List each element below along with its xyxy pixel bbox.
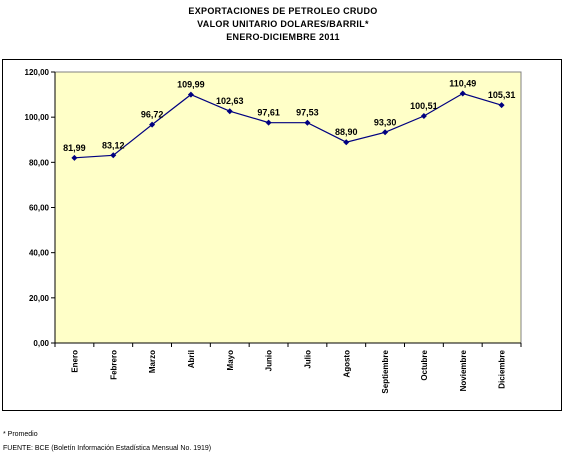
data-point — [420, 113, 427, 120]
plot-background — [54, 71, 522, 344]
x-tick-label: Enero — [70, 350, 79, 373]
data-point — [110, 152, 117, 159]
chart-title: EXPORTACIONES DE PETROLEO CRUDO VALOR UN… — [0, 5, 566, 44]
x-tick-label: Diciembre — [498, 349, 507, 388]
x-tick-label: Marzo — [148, 350, 157, 373]
data-point — [343, 139, 350, 146]
x-tick-label: Agosto — [342, 350, 351, 378]
data-labels: 81,99 83,12 96,72 109,99 102,63 97,61 97,53 88,… — [63, 78, 515, 152]
data-label: 93,30 — [374, 117, 397, 127]
series-line — [74, 92, 502, 159]
x-tick-label: Abril — [187, 350, 196, 368]
data-label: 97,53 — [296, 108, 319, 118]
plot-area — [54, 71, 522, 344]
data-label: 110,49 — [449, 78, 476, 88]
x-tick-label: Febrero — [109, 350, 118, 380]
chart-title-line-3: ENERO-DICIEMBRE 2011 — [226, 32, 340, 42]
x-tick-label: Mayo — [226, 350, 235, 371]
data-point — [226, 108, 233, 115]
data-point — [149, 121, 156, 128]
y-tick-label: 80,00 — [29, 158, 50, 167]
data-label: 97,61 — [257, 108, 280, 118]
data-markers — [71, 90, 505, 161]
y-tick-label: 120,00 — [25, 68, 50, 77]
data-point — [265, 119, 272, 126]
series-line-group — [74, 92, 502, 159]
chart-frame: 0,00 20,00 40,00 60,00 80,00 100,00 120,00 Ene… — [2, 59, 562, 411]
data-label: 83,12 — [102, 140, 125, 150]
data-point — [304, 119, 311, 126]
data-point — [498, 102, 505, 109]
y-tick-label: 40,00 — [29, 249, 50, 258]
data-point — [71, 154, 78, 161]
y-tick-label: 60,00 — [29, 204, 50, 213]
line-chart: 0,00 20,00 40,00 60,00 80,00 100,00 120,00 Ene… — [25, 68, 522, 394]
data-point — [459, 90, 466, 97]
source-note: FUENTE: BCE (Boletín Información Estadís… — [3, 445, 212, 452]
x-tick-label: Junio — [265, 350, 274, 371]
data-label: 88,90 — [335, 127, 358, 137]
data-label: 102,63 — [216, 96, 244, 106]
y-tick-label: 0,00 — [33, 339, 49, 348]
data-label: 109,99 — [177, 80, 205, 90]
data-label: 105,31 — [488, 90, 516, 100]
data-point — [187, 91, 194, 98]
x-tick-label: Noviembre — [459, 349, 468, 391]
footnote: * Promedio — [3, 431, 38, 438]
x-tick-label: Octubre — [420, 349, 429, 380]
data-label: 81,99 — [63, 143, 86, 153]
y-tick-label: 20,00 — [29, 294, 50, 303]
x-tick-label: Septiembre — [381, 349, 390, 393]
data-label: 100,51 — [410, 101, 438, 111]
y-axis: 0,00 20,00 40,00 60,00 80,00 100,00 120,00 — [25, 68, 56, 348]
data-point — [382, 129, 389, 136]
x-tick-label: Julio — [303, 350, 312, 369]
data-label: 96,72 — [141, 110, 164, 120]
y-tick-label: 100,00 — [25, 113, 50, 122]
chart-title-line-2: VALOR UNITARIO DOLARES/BARRIL* — [197, 19, 369, 29]
x-axis: Enero Febrero Marzo Abril Mayo Junio Julio Agos… — [54, 342, 522, 394]
chart-title-line-1: EXPORTACIONES DE PETROLEO CRUDO — [188, 6, 378, 16]
